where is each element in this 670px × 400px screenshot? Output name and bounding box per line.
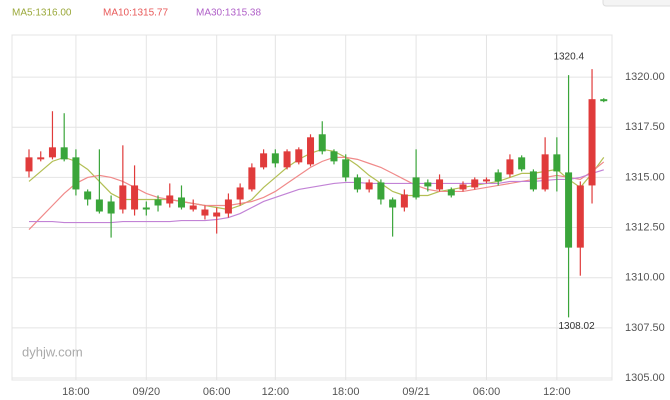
x-tick-label: 06:00 <box>203 386 231 398</box>
candle-body <box>107 201 115 214</box>
y-tick-label: 1310.00 <box>625 272 665 284</box>
legend-entry: MA10:1315.77 <box>103 8 168 19</box>
x-tick-label: 06:00 <box>473 386 501 398</box>
candle-body <box>459 184 467 190</box>
candle-body <box>482 179 490 182</box>
y-tick-label: 1315.00 <box>625 171 665 183</box>
candle-body <box>342 159 350 178</box>
candle-body <box>494 172 502 182</box>
candle-body <box>72 157 80 190</box>
candle-body <box>553 154 561 172</box>
candle-body <box>447 189 455 196</box>
candle-body <box>576 185 584 248</box>
y-tick-label: 1307.50 <box>625 322 665 334</box>
y-tick-label: 1317.50 <box>625 121 665 133</box>
x-tick-label: 09/21 <box>402 386 430 398</box>
candle-body <box>260 153 268 168</box>
y-tick-label: 1320.00 <box>625 71 665 83</box>
x-tick-label: 12:00 <box>262 386 290 398</box>
candle-body <box>588 99 596 186</box>
candle-body <box>142 207 150 210</box>
candle-body <box>400 194 408 208</box>
candle-body <box>307 137 315 165</box>
x-tick-label: 18:00 <box>62 386 90 398</box>
candle-body <box>60 147 68 160</box>
candle-body <box>271 153 279 164</box>
candle-body <box>248 167 256 190</box>
candle-body <box>389 199 397 208</box>
y-tick-label: 1312.50 <box>625 221 665 233</box>
ma-line <box>28 156 605 230</box>
legend-entry: MA30:1315.38 <box>196 8 261 19</box>
candle-body <box>177 197 185 208</box>
candle-body <box>377 182 385 200</box>
candle-body <box>529 171 537 190</box>
candle-body <box>565 172 573 248</box>
candle-body <box>95 199 103 212</box>
candle-body <box>318 134 326 152</box>
annotation: 1308.02 <box>559 321 596 332</box>
legend-entry: MA5:1316.00 <box>12 8 72 19</box>
candle-body <box>506 159 514 175</box>
candle-body <box>295 149 303 163</box>
plot-frame <box>11 34 613 381</box>
candle-body <box>48 147 56 158</box>
ma-line <box>29 169 604 224</box>
candle-body <box>213 212 221 217</box>
x-tick-label: 09/20 <box>133 386 161 398</box>
candle-body <box>283 151 291 168</box>
annotation: 1320.4 <box>553 52 584 63</box>
candle-body <box>166 195 174 204</box>
candle-body <box>471 179 479 188</box>
candle-body <box>353 177 361 190</box>
candle-body <box>541 154 549 190</box>
candle-body <box>236 187 244 200</box>
candle-body <box>518 157 526 170</box>
candle-body <box>119 185 127 210</box>
y-tick-label: 1305.00 <box>625 372 665 384</box>
candle-body <box>330 151 338 162</box>
corner-box <box>602 0 670 7</box>
candle-body <box>436 179 444 190</box>
candle-body <box>131 185 139 210</box>
x-tick-label: 12:00 <box>543 386 571 398</box>
candle-body <box>365 182 373 190</box>
candle-body <box>25 157 33 172</box>
candle-body <box>600 99 608 102</box>
candle-body <box>37 157 45 160</box>
candle-body <box>224 199 232 214</box>
x-tick-label: 18:00 <box>332 386 360 398</box>
candle-body <box>84 191 92 200</box>
candle-body <box>154 199 162 206</box>
candle-body <box>424 182 432 187</box>
candle-body <box>201 209 209 216</box>
watermark: dyhjw.com <box>22 344 83 359</box>
candle-body <box>189 205 197 210</box>
candle-body <box>412 177 420 198</box>
